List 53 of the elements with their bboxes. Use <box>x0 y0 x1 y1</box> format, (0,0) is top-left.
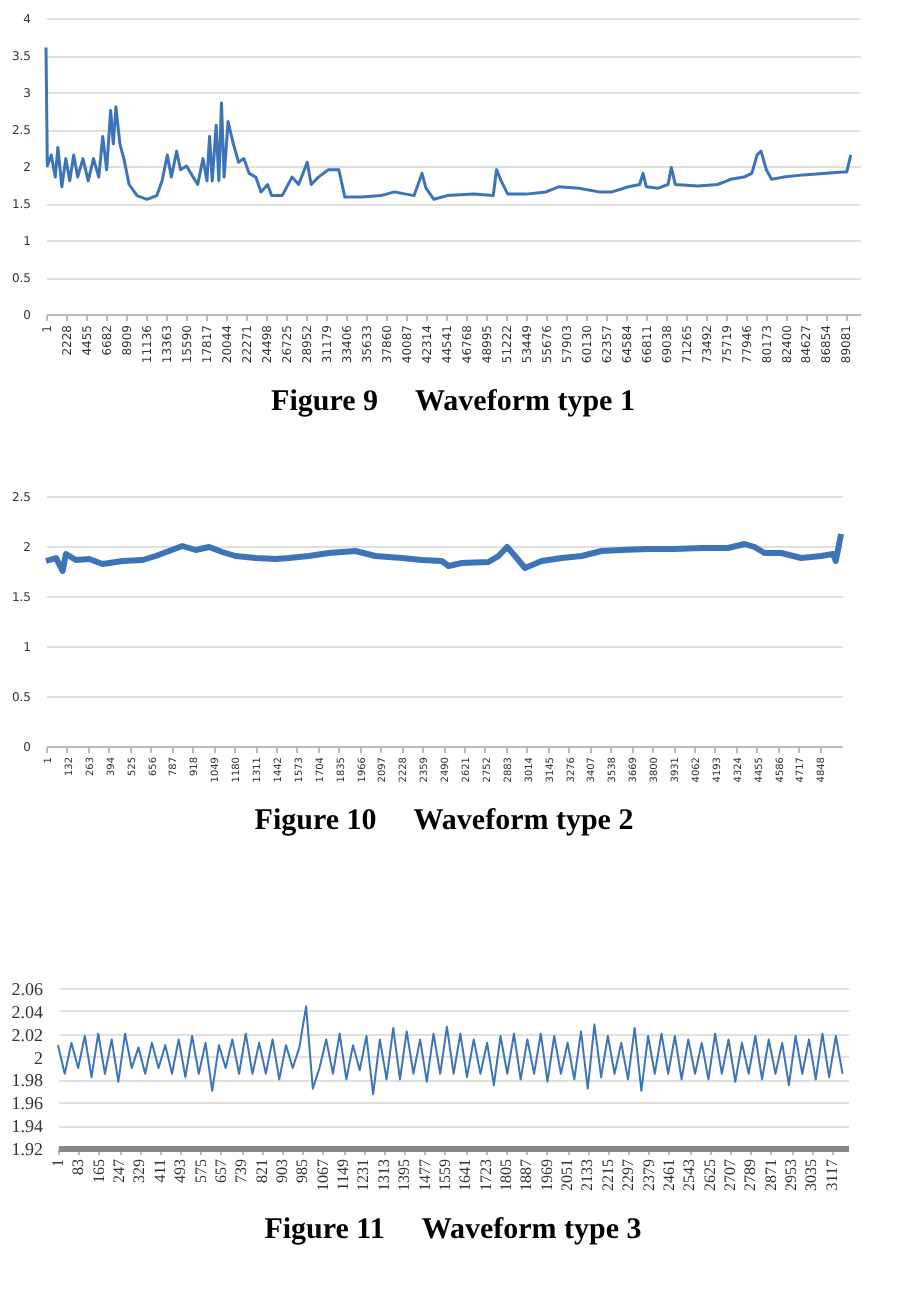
y-tick-label: 2.06 <box>11 979 44 999</box>
text: Figure 11 Waveform type 3 <box>264 1214 642 1246</box>
line-series <box>43 531 845 574</box>
x-tick-label: 247 <box>110 1159 129 1183</box>
x-tick-label: 2461 <box>659 1159 678 1191</box>
x-tick-label: 1477 <box>415 1159 434 1191</box>
x-tick-label: 2215 <box>598 1159 617 1191</box>
x-tick-label: 575 <box>191 1159 210 1183</box>
x-tick-label: 657 <box>211 1159 230 1183</box>
x-tick-label: 1969 <box>537 1159 556 1191</box>
x-tick-label: 83 <box>69 1159 88 1175</box>
x-tick-label: 1313 <box>374 1159 393 1191</box>
text: Figure 10 Waveform type 2 <box>254 805 634 838</box>
x-tick-label: 1395 <box>395 1159 414 1191</box>
x-tick-label: 3035 <box>802 1159 821 1191</box>
y-tick-label: 2 <box>34 1047 43 1068</box>
x-tick-label: 1559 <box>435 1159 454 1191</box>
x-tick-label: 1641 <box>456 1159 475 1191</box>
x-tick-label: 2625 <box>700 1159 719 1191</box>
x-tick-label: 2297 <box>619 1159 638 1191</box>
y-tick-label: 1.92 <box>11 1139 43 1159</box>
x-tick-label: 2051 <box>558 1159 577 1191</box>
x-tick-label: 1 <box>49 1159 67 1167</box>
x-tick-label: 3117 <box>822 1159 841 1191</box>
x-tick-label: 1231 <box>354 1159 373 1191</box>
y-tick-label: 1.94 <box>11 1116 44 1137</box>
x-tick-label: 1067 <box>313 1159 332 1191</box>
x-tick-label: 1723 <box>476 1159 495 1191</box>
x-tick-label: 2543 <box>680 1159 699 1191</box>
x-tick-label: 2133 <box>578 1159 597 1191</box>
x-tick-label: 739 <box>232 1159 251 1183</box>
x-tick-label: 1887 <box>517 1159 536 1191</box>
x-tick-label: 2871 <box>761 1159 780 1191</box>
x-tick-label: 2379 <box>639 1159 658 1191</box>
x-tick-label: 411 <box>150 1159 169 1183</box>
x-tick-label: 2789 <box>741 1159 760 1191</box>
x-tick-label: 903 <box>273 1159 292 1183</box>
y-tick-label: 1.98 <box>11 1070 44 1091</box>
x-tick-label: 1149 <box>334 1159 353 1191</box>
y-tick-label: 2.04 <box>11 1001 44 1022</box>
x-tick-label: 165 <box>89 1159 108 1183</box>
x-tick-label: 329 <box>130 1159 149 1183</box>
x-tick-label: 2953 <box>782 1159 801 1191</box>
line-series <box>44 46 853 201</box>
y-tick-label: 1.96 <box>11 1093 44 1114</box>
x-tick-label: 821 <box>252 1159 271 1183</box>
line-series <box>57 1005 844 1096</box>
x-tick-label: 2707 <box>721 1159 740 1191</box>
x-tick-label: 1805 <box>497 1159 516 1191</box>
y-tick-label: 2.02 <box>11 1024 43 1045</box>
x-tick-label: 985 <box>293 1159 312 1183</box>
x-tick-label: 493 <box>171 1159 190 1183</box>
text: Figure 9 Waveform type 1 <box>271 386 635 419</box>
